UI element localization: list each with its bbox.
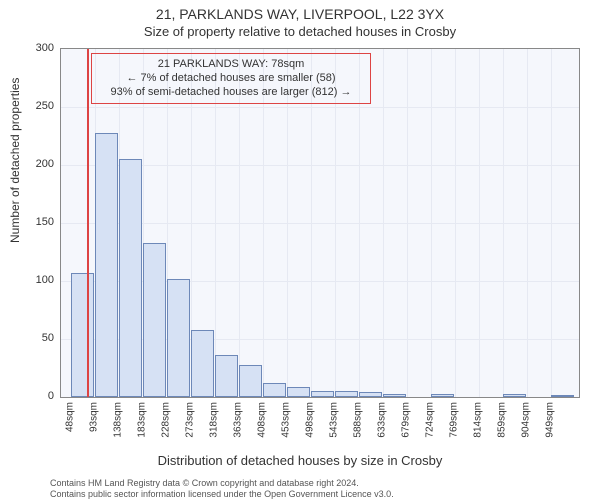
x-tick-label: 724sqm [425, 402, 436, 438]
x-tick-label: 498sqm [305, 402, 316, 438]
reference-line [87, 49, 89, 397]
x-tick-label: 453sqm [281, 402, 292, 438]
x-tick-label: 904sqm [521, 402, 532, 438]
x-tick-label: 408sqm [257, 402, 268, 438]
annotation-line3: 93% of semi-detached houses are larger (… [102, 86, 360, 100]
gridline-v [551, 49, 552, 397]
histogram-bar [359, 392, 382, 397]
histogram-bar [167, 279, 190, 397]
gridline-v [407, 49, 408, 397]
x-tick-label: 138sqm [113, 402, 124, 438]
gridline-h [61, 107, 579, 108]
annotation-box: 21 PARKLANDS WAY: 78sqm← 7% of detached … [91, 53, 371, 104]
x-tick-label: 93sqm [89, 402, 100, 432]
histogram-bar [263, 383, 286, 397]
gridline-v [383, 49, 384, 397]
x-axis-label: Distribution of detached houses by size … [0, 453, 600, 468]
y-tick-label: 200 [16, 158, 54, 170]
plot-area: 21 PARKLANDS WAY: 78sqm← 7% of detached … [60, 48, 580, 398]
x-tick-label: 679sqm [401, 402, 412, 438]
histogram-bar [239, 365, 262, 397]
footer-line1: Contains HM Land Registry data © Crown c… [50, 478, 359, 488]
y-tick-label: 50 [16, 332, 54, 344]
histogram-bar [335, 391, 358, 397]
annotation-line2: ← 7% of detached houses are smaller (58) [102, 72, 360, 86]
x-tick-label: 273sqm [185, 402, 196, 438]
histogram-bar [383, 394, 406, 397]
chart-title-line1: 21, PARKLANDS WAY, LIVERPOOL, L22 3YX [0, 6, 600, 22]
gridline-v [455, 49, 456, 397]
x-tick-label: 633sqm [377, 402, 388, 438]
gridline-v [431, 49, 432, 397]
x-tick-label: 183sqm [137, 402, 148, 438]
annotation-line1: 21 PARKLANDS WAY: 78sqm [102, 58, 360, 72]
gridline-v [527, 49, 528, 397]
gridline-v [503, 49, 504, 397]
y-tick-label: 300 [16, 42, 54, 54]
y-tick-label: 250 [16, 100, 54, 112]
x-tick-label: 48sqm [65, 402, 76, 432]
histogram-bar [71, 273, 94, 397]
histogram-bar [119, 159, 142, 397]
histogram-bar [551, 395, 574, 397]
x-tick-label: 228sqm [161, 402, 172, 438]
chart-container: 21, PARKLANDS WAY, LIVERPOOL, L22 3YX Si… [0, 0, 600, 500]
histogram-bar [503, 394, 526, 397]
chart-title-line2: Size of property relative to detached ho… [0, 24, 600, 39]
x-tick-label: 859sqm [497, 402, 508, 438]
histogram-bar [143, 243, 166, 397]
x-tick-label: 363sqm [233, 402, 244, 438]
histogram-bar [431, 394, 454, 397]
x-tick-label: 814sqm [473, 402, 484, 438]
y-tick-label: 0 [16, 390, 54, 402]
histogram-bar [95, 133, 118, 397]
x-tick-label: 318sqm [209, 402, 220, 438]
histogram-bar [311, 391, 334, 397]
histogram-bar [215, 355, 238, 397]
histogram-bar [287, 387, 310, 397]
x-tick-label: 588sqm [353, 402, 364, 438]
x-tick-label: 769sqm [449, 402, 460, 438]
y-tick-label: 100 [16, 274, 54, 286]
y-tick-label: 150 [16, 216, 54, 228]
gridline-v [479, 49, 480, 397]
x-tick-label: 949sqm [545, 402, 556, 438]
footer-line2: Contains public sector information licen… [50, 489, 394, 499]
histogram-bar [191, 330, 214, 397]
x-tick-label: 543sqm [329, 402, 340, 438]
